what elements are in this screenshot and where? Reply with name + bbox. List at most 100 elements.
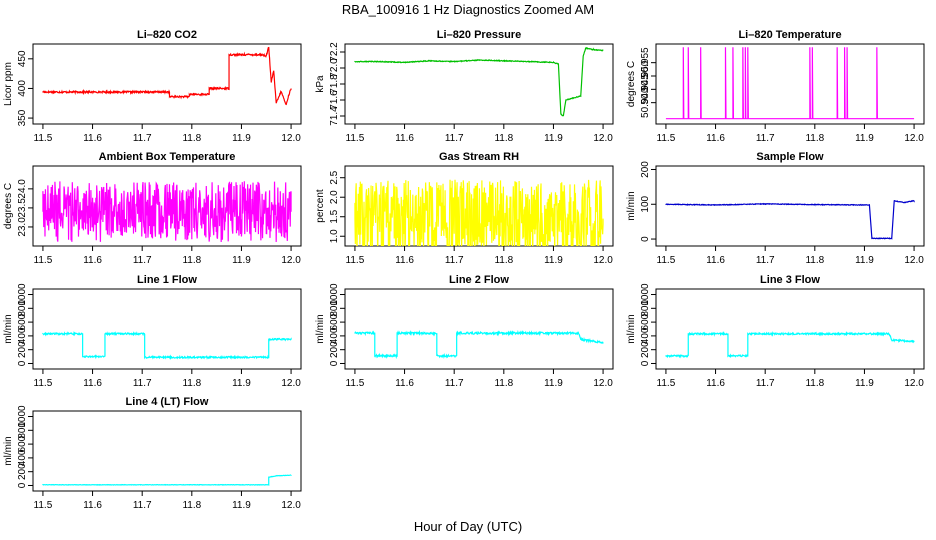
plot-frame: [32, 43, 302, 125]
x-tick-label: 11.9: [855, 378, 874, 389]
y-tick-label: 200: [17, 463, 28, 480]
y-tick-label: 800: [17, 422, 28, 439]
x-tick-label: 11.5: [34, 255, 53, 266]
x-tick-label: 11.5: [34, 133, 53, 144]
y-tick-label: 1000: [329, 283, 340, 306]
plot-frame: [344, 288, 614, 370]
y-tick-label: 23.5: [17, 198, 28, 218]
y-tick-label: 200: [640, 341, 651, 358]
chart-title: Li–820 Temperature: [738, 29, 841, 41]
y-tick-label: 400: [17, 449, 28, 466]
x-tick-label: 11.9: [232, 255, 251, 266]
x-tick-label: 11.5: [34, 378, 53, 389]
y-tick-label: 350: [17, 109, 28, 126]
chart-panel: Line 3 Flow 11.5 11.6 11.7 11.8 11.9 12.0 0 2004…: [626, 274, 925, 389]
x-tick-label: 11.7: [133, 378, 152, 389]
x-tick-label: 12.0: [281, 500, 301, 511]
y-axis-label: ml/min: [315, 314, 326, 343]
y-tick-label: 72.0: [329, 58, 340, 78]
x-axis-label: Hour of Day (UTC): [414, 519, 522, 534]
chart-title: Line 2 Flow: [449, 274, 509, 286]
y-tick-label: 200: [640, 161, 651, 178]
chart-title: Li–820 Pressure: [437, 29, 521, 41]
plot-frame: [344, 165, 614, 247]
x-tick-label: 11.7: [756, 255, 775, 266]
x-tick-label: 11.9: [544, 255, 563, 266]
x-tick-label: 11.7: [133, 133, 152, 144]
y-axis-label: kPa: [315, 75, 326, 93]
x-tick-label: 11.6: [395, 378, 414, 389]
chart-panel: Li–820 Temperature 11.5 11.6 11.7 11.8 11.9 12…: [626, 29, 925, 144]
x-tick-label: 11.5: [657, 133, 676, 144]
y-tick-label: 200: [329, 341, 340, 358]
x-tick-label: 11.9: [544, 378, 563, 389]
y-tick-label: 50.950: [640, 60, 651, 91]
y-tick-label: 50.945: [640, 74, 651, 105]
x-tick-label: 11.7: [445, 133, 464, 144]
y-tick-label: 50.940: [640, 87, 651, 118]
x-tick-label: 11.9: [855, 255, 874, 266]
y-tick-label: 400: [640, 327, 651, 344]
x-tick-label: 11.8: [494, 255, 513, 266]
x-tick-label: 11.8: [182, 133, 201, 144]
x-tick-label: 11.5: [346, 255, 365, 266]
chart-title: Gas Stream RH: [439, 151, 519, 163]
x-tick-label: 11.8: [182, 255, 201, 266]
x-tick-label: 11.6: [83, 133, 102, 144]
x-tick-label: 11.6: [83, 500, 102, 511]
x-tick-label: 11.7: [445, 378, 464, 389]
chart-title: Line 1 Flow: [137, 274, 197, 286]
y-tick-label: 600: [329, 313, 340, 330]
chart-panel: Gas Stream RH 11.5 11.6 11.7 11.8 11.9 12.0 1.0…: [315, 151, 614, 266]
plot-frame: [32, 288, 302, 370]
y-tick-label: 800: [329, 300, 340, 317]
chart-panel: Li–820 CO2 11.5 11.6 11.7 11.8 11.9 12.0 350 400…: [3, 29, 302, 144]
x-tick-label: 12.0: [593, 133, 613, 144]
y-axis-label: percent: [315, 189, 326, 223]
x-tick-label: 12.0: [904, 255, 924, 266]
y-tick-label: 72.2: [329, 42, 340, 62]
y-tick-label: 600: [17, 435, 28, 452]
y-tick-label: 1000: [17, 405, 28, 428]
y-tick-label: 2.0: [329, 190, 340, 204]
y-tick-label: 100: [640, 195, 651, 212]
chart-panel: Line 4 (LT) Flow 11.5 11.6 11.7 11.8 11.9 12.0…: [3, 396, 302, 511]
x-tick-label: 11.9: [232, 378, 251, 389]
series-line: [665, 199, 915, 240]
chart-panel: Sample Flow 11.5 11.6 11.7 11.8 11.9 12.0 0 100 2…: [626, 151, 925, 266]
chart-title: Line 4 (LT) Flow: [126, 396, 209, 408]
y-tick-label: 1000: [640, 283, 651, 306]
y-tick-label: 71.6: [329, 90, 340, 110]
x-tick-label: 11.6: [395, 133, 414, 144]
x-tick-label: 11.6: [706, 133, 725, 144]
x-tick-label: 11.8: [182, 378, 201, 389]
y-tick-label: 800: [640, 300, 651, 317]
x-tick-label: 12.0: [281, 133, 301, 144]
x-tick-label: 12.0: [904, 133, 924, 144]
x-tick-label: 11.8: [494, 133, 513, 144]
y-tick-label: 0: [329, 360, 340, 366]
series-line: [665, 331, 915, 359]
y-axis-label: degrees C: [626, 61, 637, 107]
y-tick-label: 1000: [17, 283, 28, 306]
x-tick-label: 11.8: [805, 133, 824, 144]
chart-title: Ambient Box Temperature: [99, 151, 236, 163]
x-tick-label: 12.0: [281, 378, 301, 389]
x-tick-label: 11.7: [756, 378, 775, 389]
x-tick-label: 12.0: [593, 378, 613, 389]
y-tick-label: 71.8: [329, 74, 340, 94]
x-tick-label: 11.5: [34, 500, 53, 511]
y-tick-label: 200: [17, 341, 28, 358]
x-tick-label: 11.9: [855, 133, 874, 144]
y-tick-label: 24.0: [17, 179, 28, 199]
y-tick-label: 600: [17, 313, 28, 330]
y-tick-label: 800: [17, 300, 28, 317]
chart-panel: Ambient Box Temperature 11.5 11.6 11.7 11.8 1…: [3, 151, 302, 266]
x-tick-label: 11.5: [346, 133, 365, 144]
series-line: [665, 47, 915, 120]
x-tick-label: 11.5: [657, 378, 676, 389]
y-tick-label: 600: [640, 313, 651, 330]
y-axis-label: ml/min: [626, 314, 637, 343]
y-tick-label: 0: [640, 360, 651, 366]
x-tick-label: 11.8: [805, 255, 824, 266]
